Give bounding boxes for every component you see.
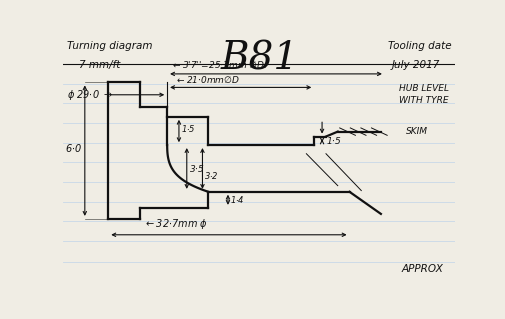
Text: B81: B81 — [220, 41, 298, 78]
Text: APPROX: APPROX — [401, 264, 443, 274]
Text: HUB LEVEL
WITH TYRE: HUB LEVEL WITH TYRE — [398, 84, 447, 105]
Text: $\leftarrow$3'7''=25$\cdot$1mm $\varnothing$D.: $\leftarrow$3'7''=25$\cdot$1mm $\varnoth… — [171, 59, 267, 70]
Text: 3$\cdot$2: 3$\cdot$2 — [203, 170, 218, 181]
Text: Turning diagram: Turning diagram — [67, 41, 153, 51]
Text: $\phi$ 29$\cdot$0 $\rightarrow$: $\phi$ 29$\cdot$0 $\rightarrow$ — [67, 88, 113, 102]
Text: 3$\cdot$5: 3$\cdot$5 — [188, 163, 204, 174]
Text: Tooling date: Tooling date — [387, 41, 450, 51]
Text: 1$\cdot$5: 1$\cdot$5 — [181, 123, 195, 134]
Text: 6$\cdot$0: 6$\cdot$0 — [65, 142, 82, 154]
Text: $\leftarrow$32$\cdot$7mm $\phi$: $\leftarrow$32$\cdot$7mm $\phi$ — [143, 217, 207, 231]
Text: $\leftarrow$21$\cdot$0mm$\varnothing$D: $\leftarrow$21$\cdot$0mm$\varnothing$D — [175, 74, 239, 85]
Text: SKIM: SKIM — [406, 127, 428, 136]
Text: 1$\cdot$5: 1$\cdot$5 — [325, 135, 341, 146]
Text: 1$\cdot$4: 1$\cdot$4 — [229, 194, 244, 205]
Text: July 2017: July 2017 — [390, 60, 439, 70]
Text: 7 mm/ft: 7 mm/ft — [79, 60, 120, 70]
